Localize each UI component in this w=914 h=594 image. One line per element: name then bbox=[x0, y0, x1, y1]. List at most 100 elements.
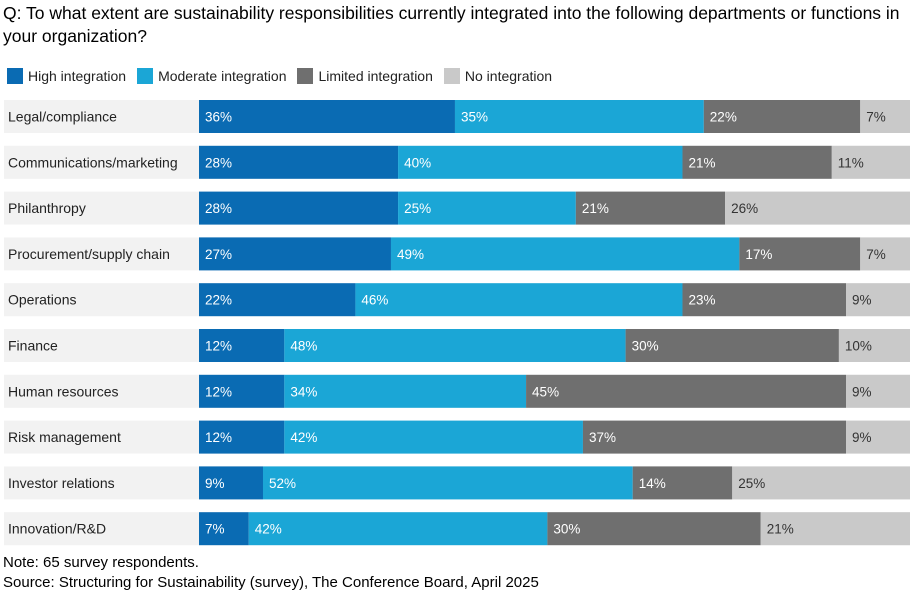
bar-segment-limited bbox=[582, 420, 847, 454]
bar-segment-high bbox=[199, 237, 391, 271]
data-label-none: 26% bbox=[731, 201, 758, 216]
category-label: Investor relations bbox=[8, 475, 115, 491]
data-label-none: 25% bbox=[738, 476, 765, 491]
bar-segment-high bbox=[199, 100, 455, 133]
bar-row: Procurement/supply chain 27% 49% 17% 7% bbox=[4, 237, 910, 271]
bar-segment-limited bbox=[632, 466, 733, 500]
legend-item-high: High integration bbox=[7, 68, 126, 84]
category-label: Innovation/R&D bbox=[8, 521, 106, 537]
bar-row: Finance 12% 48% 30% 10% bbox=[4, 329, 910, 362]
legend-swatch-none bbox=[443, 68, 460, 84]
data-label-high: 28% bbox=[205, 201, 232, 216]
bar-segment-high bbox=[199, 420, 285, 454]
data-label-none: 21% bbox=[767, 522, 794, 537]
data-label-limited: 21% bbox=[582, 201, 609, 216]
bar-row: Innovation/R&D 7% 42% 30% 21% bbox=[4, 512, 910, 546]
bar-row: Operations 22% 46% 23% 9% bbox=[4, 283, 910, 317]
data-label-limited: 37% bbox=[589, 430, 616, 445]
bar-row: Risk management 12% 42% 37% 9% bbox=[4, 420, 910, 454]
bar-segment-moderate bbox=[454, 100, 704, 133]
legend-item-moderate: Moderate integration bbox=[137, 68, 286, 84]
legend-swatch-limited bbox=[297, 68, 314, 84]
legend-item-limited: Limited integration bbox=[297, 68, 433, 84]
bar-segment-none bbox=[732, 466, 910, 500]
data-label-limited: 23% bbox=[688, 293, 715, 308]
bar-segment-none bbox=[846, 283, 910, 317]
chart-legend: High integration Moderate integration Limi… bbox=[7, 65, 563, 87]
data-label-limited: 14% bbox=[639, 476, 666, 491]
chart-plot: Legal/compliance 36% 35% 22% 7% Communication… bbox=[4, 100, 910, 546]
bar-segment-high bbox=[199, 512, 249, 546]
data-label-none: 9% bbox=[852, 384, 872, 399]
data-label-moderate: 48% bbox=[290, 339, 317, 354]
legend-swatch-moderate bbox=[137, 68, 154, 84]
data-label-high: 7% bbox=[205, 522, 225, 537]
data-label-limited: 21% bbox=[688, 155, 715, 170]
data-label-moderate: 46% bbox=[361, 293, 388, 308]
bar-segment-limited bbox=[739, 237, 861, 271]
legend-label-moderate: Moderate integration bbox=[158, 68, 287, 84]
data-label-none: 7% bbox=[866, 110, 886, 125]
category-label: Legal/compliance bbox=[8, 109, 117, 125]
bar-row: Communications/marketing 28% 40% 21% 11% bbox=[4, 145, 910, 179]
bar-row: Legal/compliance 36% 35% 22% 7% bbox=[4, 100, 910, 133]
bar-segment-none bbox=[725, 191, 910, 225]
bar-segment-limited bbox=[547, 512, 761, 546]
legend-label-none: No integration bbox=[464, 68, 553, 84]
category-label: Operations bbox=[8, 292, 76, 308]
data-label-limited: 30% bbox=[632, 339, 659, 354]
bar-segment-none bbox=[860, 100, 910, 133]
data-label-high: 9% bbox=[205, 476, 225, 491]
data-label-moderate: 35% bbox=[461, 110, 488, 125]
data-label-high: 12% bbox=[205, 384, 232, 399]
legend-item-none: No integration bbox=[443, 68, 553, 84]
bar-segment-high bbox=[199, 466, 263, 500]
bar-segment-high bbox=[199, 191, 399, 225]
data-label-moderate: 42% bbox=[255, 522, 282, 537]
bar-segment-none bbox=[860, 237, 910, 271]
bar-segment-moderate bbox=[390, 237, 740, 271]
data-label-high: 12% bbox=[205, 430, 232, 445]
chart-title: Q: To what extent are sustainability res… bbox=[3, 3, 900, 46]
data-label-limited: 22% bbox=[710, 110, 737, 125]
data-label-none: 10% bbox=[845, 339, 872, 354]
bar-segment-limited bbox=[526, 374, 847, 408]
data-label-limited: 17% bbox=[745, 247, 772, 262]
bar-segment-moderate bbox=[398, 191, 576, 225]
bar-segment-moderate bbox=[262, 466, 633, 500]
legend-swatch-high bbox=[7, 68, 23, 84]
category-label: Finance bbox=[8, 338, 58, 354]
category-label: Procurement/supply chain bbox=[8, 246, 170, 262]
bar-segment-none bbox=[846, 374, 910, 408]
data-label-moderate: 49% bbox=[397, 247, 424, 262]
bar-row: Human resources 12% 34% 45% 9% bbox=[4, 374, 910, 408]
bar-segment-moderate bbox=[284, 374, 527, 408]
bar-segment-none bbox=[846, 420, 910, 454]
data-label-high: 28% bbox=[205, 155, 232, 170]
bar-segment-limited bbox=[682, 145, 832, 179]
data-label-high: 22% bbox=[205, 293, 232, 308]
data-label-limited: 45% bbox=[532, 384, 559, 399]
bar-segment-high bbox=[199, 283, 356, 317]
bar-segment-moderate bbox=[398, 145, 683, 179]
data-label-high: 12% bbox=[205, 339, 232, 354]
bar-segment-moderate bbox=[355, 283, 683, 317]
bar-segment-limited bbox=[682, 283, 847, 317]
bar-segment-high bbox=[199, 329, 285, 362]
chart-source: Source: Structuring for Sustainability (… bbox=[3, 574, 539, 591]
data-label-limited: 30% bbox=[553, 522, 580, 537]
data-label-moderate: 34% bbox=[290, 384, 317, 399]
bar-row: Philanthropy 28% 25% 21% 26% bbox=[4, 191, 910, 225]
data-label-moderate: 25% bbox=[404, 201, 431, 216]
data-label-none: 11% bbox=[838, 155, 864, 170]
category-label: Risk management bbox=[8, 429, 121, 445]
data-label-moderate: 40% bbox=[404, 155, 431, 170]
bar-segment-high bbox=[199, 374, 285, 408]
data-label-none: 9% bbox=[852, 430, 872, 445]
bar-segment-none bbox=[760, 512, 910, 546]
data-label-high: 27% bbox=[205, 247, 232, 262]
bar-segment-limited bbox=[575, 191, 726, 225]
bar-segment-limited bbox=[703, 100, 861, 133]
legend-label-limited: Limited integration bbox=[318, 68, 433, 84]
bar-segment-moderate bbox=[248, 512, 548, 546]
